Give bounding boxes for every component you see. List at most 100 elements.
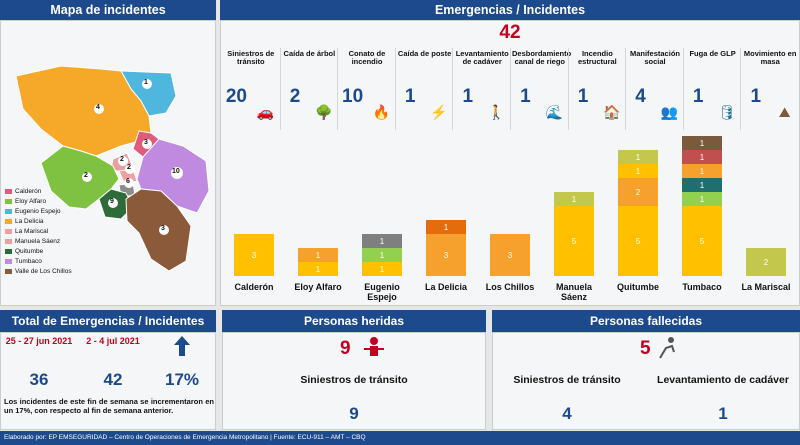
bar-category-label: Manuela Sáenz xyxy=(555,282,592,302)
bar-segment: 1 xyxy=(682,136,722,150)
legend-item-eloy-alfaro: Eloy Alfaro xyxy=(5,198,46,205)
map-title: Mapa de incidentes xyxy=(0,0,216,20)
category-value: 2 xyxy=(289,86,301,107)
legend-swatch xyxy=(5,229,12,234)
bar-category-label: Calderón xyxy=(234,282,274,292)
deceased-value-2: 1 xyxy=(718,404,728,423)
legend-label: La Mariscal xyxy=(15,228,49,235)
flood-icon: 🌊 xyxy=(545,104,563,120)
totals-title: Total de Emergencias / Incidentes xyxy=(0,310,216,332)
deceased-panel xyxy=(492,332,800,430)
legend-item-tumbaco: Tumbaco xyxy=(5,258,42,265)
bar-segment: 5 xyxy=(618,206,658,276)
bar-segment: 1 xyxy=(362,262,402,276)
bar-segment: 1 xyxy=(682,150,722,164)
deceased-person-icon xyxy=(656,336,678,365)
bar-segment: 1 xyxy=(298,262,338,276)
bar-segment: 1 xyxy=(618,164,658,178)
injured-category: Siniestros de tránsito xyxy=(300,374,408,386)
bar-segment: 1 xyxy=(682,164,722,178)
bar-segment: 1 xyxy=(682,192,722,206)
category-label: Desbordamiento canal de riego xyxy=(512,49,572,66)
total-value-1: 36 xyxy=(29,370,49,389)
bar-segment: 1 xyxy=(682,178,722,192)
legend-item-la-mariscal: La Mariscal xyxy=(5,228,48,235)
category-5: Desbordamiento canal de riego 1 🌊 xyxy=(510,48,572,130)
category-value: 1 xyxy=(462,86,474,107)
category-label: Manifestación social xyxy=(629,49,680,66)
injured-value: 9 xyxy=(349,404,359,423)
injured-total: 9 xyxy=(340,338,351,359)
legend-swatch xyxy=(5,219,12,224)
fallen-tree-icon: 🌳 xyxy=(315,104,333,120)
category-0: Siniestros de tránsito 20 🚗 xyxy=(222,48,280,130)
fallen-pole-icon: ⚡ xyxy=(430,104,448,120)
category-3: Caída de poste 1 ⚡ xyxy=(394,48,453,130)
legend-swatch xyxy=(5,269,12,274)
category-label: Caída de poste xyxy=(397,49,452,58)
injured-title: Personas heridas xyxy=(222,310,486,332)
landslide-icon: ⛰ xyxy=(778,104,791,120)
emergencies-total: 42 xyxy=(499,22,521,43)
bar-category-label: Eugenio Espejo xyxy=(364,282,400,302)
category-value: 20 xyxy=(225,86,247,107)
legend-item-eugenio-espejo: Eugenio Espejo xyxy=(5,208,61,215)
bar-segment: 2 xyxy=(746,248,786,276)
car-crash-icon: 🚗 xyxy=(256,104,274,120)
map-panel: Calderón Eloy Alfaro Eugenio Espejo La D… xyxy=(0,20,216,306)
legend-item-quitumbe: Quitumbe xyxy=(5,248,43,255)
category-value: 1 xyxy=(750,86,762,107)
bar-category-label: Los Chillos xyxy=(485,282,535,292)
category-2: Conato de incendio 10 🔥 xyxy=(337,48,395,130)
legend-swatch xyxy=(5,199,12,204)
bar-category-label: Eloy Alfaro xyxy=(294,282,342,292)
legend-swatch xyxy=(5,189,12,194)
arrow-up-icon xyxy=(152,336,212,361)
category-label: Levantamiento de cadáver xyxy=(455,49,509,66)
category-value: 1 xyxy=(692,86,704,107)
deceased-category-2: Levantamiento de cadáver xyxy=(657,374,789,386)
period-1: 25 - 27 jun 2021 xyxy=(5,336,73,346)
injured-panel xyxy=(222,332,486,430)
bar-category-label: Quitumbe xyxy=(617,282,659,292)
bar-category-label: La Delicia xyxy=(424,282,468,292)
legend-label: Calderón xyxy=(15,188,42,195)
category-value: 1 xyxy=(404,86,416,107)
category-label: Fuga de GLP xyxy=(689,49,736,58)
category-9: Movimiento en masa 1 ⛰ xyxy=(740,48,798,130)
legend-item-los-chillos: Valle de Los Chillos xyxy=(5,268,72,275)
incident-map[interactable] xyxy=(1,21,215,305)
deceased-title: Personas fallecidas xyxy=(492,310,800,332)
bar-category-label: Tumbaco xyxy=(682,282,722,292)
deceased-category-1: Siniestros de tránsito xyxy=(513,374,621,386)
legend-swatch xyxy=(5,249,12,254)
category-value: 4 xyxy=(635,86,646,107)
legend-swatch xyxy=(5,209,12,214)
legend-swatch xyxy=(5,239,12,244)
bar-segment: 3 xyxy=(490,234,530,276)
body-icon: 🚶 xyxy=(487,104,506,120)
bar-segment: 1 xyxy=(362,234,402,248)
category-label: Incendio estructural xyxy=(578,49,617,66)
bar-segment: 1 xyxy=(426,220,466,234)
deceased-total: 5 xyxy=(640,338,651,359)
category-label: Caída de árbol xyxy=(283,49,336,58)
category-value: 1 xyxy=(520,86,531,107)
bar-segment: 1 xyxy=(618,150,658,164)
protest-icon: 👥 xyxy=(660,104,679,120)
fire-icon: 🔥 xyxy=(372,104,391,120)
category-4: Levantamiento de cadáver 1 🚶 xyxy=(452,48,510,130)
bar-segment: 5 xyxy=(554,206,594,276)
bar-segment: 1 xyxy=(554,192,594,206)
legend-item-la-delicia: La Delicia xyxy=(5,218,44,225)
category-8: Fuga de GLP 1 🛢 xyxy=(682,48,741,130)
gas-leak-icon: 🛢 xyxy=(718,104,736,120)
legend-label: Valle de Los Chillos xyxy=(15,268,72,275)
period-2: 2 - 4 jul 2021 xyxy=(86,336,140,346)
bar-segment: 5 xyxy=(682,206,722,276)
bar-category-label: La Mariscal xyxy=(741,282,791,292)
bar-segment: 1 xyxy=(298,248,338,262)
total-value-2: 42 xyxy=(103,370,123,389)
legend-item-manuela-saenz: Manuela Sáenz xyxy=(5,238,60,245)
legend-label: Manuela Sáenz xyxy=(15,238,61,245)
